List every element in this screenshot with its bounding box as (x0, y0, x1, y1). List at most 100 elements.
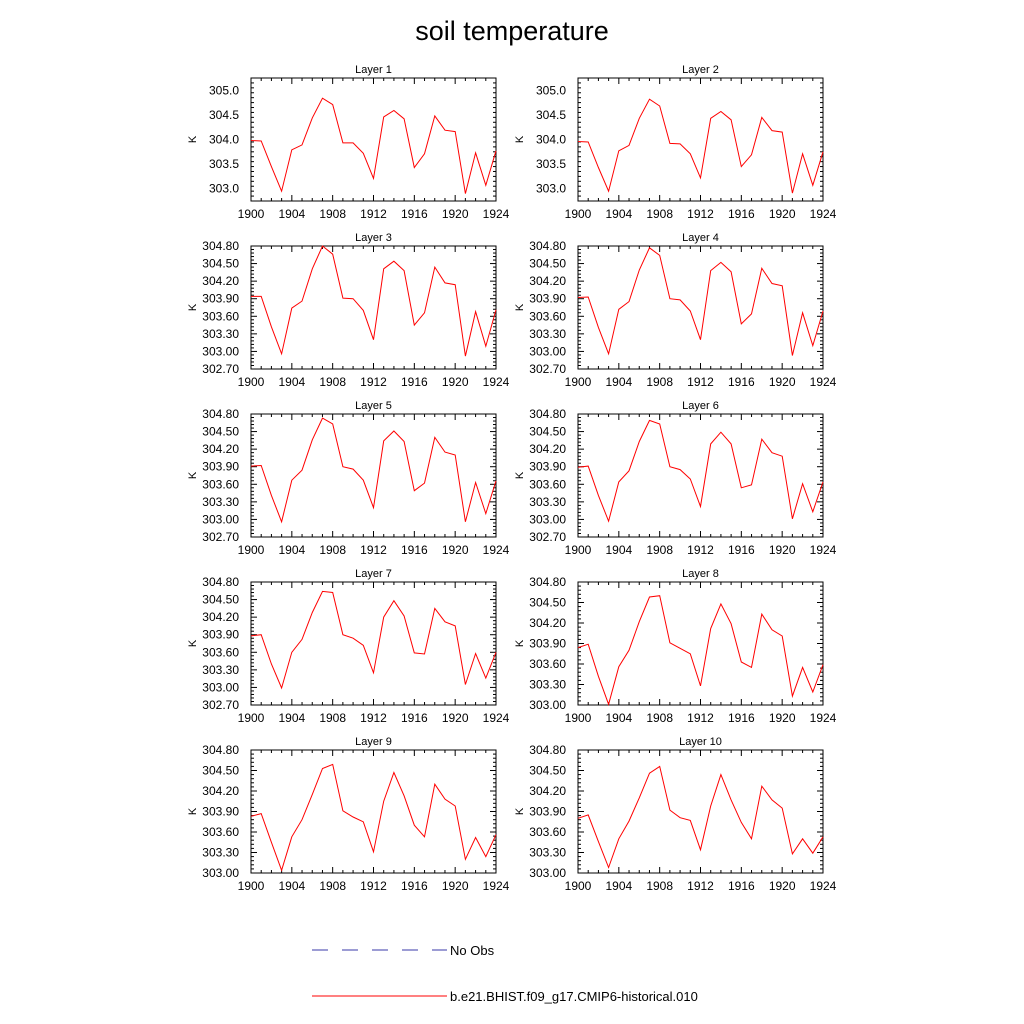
x-tick-label: 1920 (769, 543, 796, 557)
panel-layer-7: Layer 7 K 1900 1904 1908 1912 1916 1920 1924 302.… (187, 568, 510, 725)
panel-layer-5: Layer 5 K 1900 1904 1908 1912 1916 1920 1924 302.… (187, 400, 510, 557)
x-tick-label: 1904 (278, 879, 305, 893)
y-tick-label: 304.50 (529, 257, 566, 271)
x-tick-label: 1900 (565, 207, 592, 221)
y-tick-label: 304.20 (529, 442, 566, 456)
x-tick-label: 1924 (810, 207, 837, 221)
x-tick-label: 1904 (605, 879, 632, 893)
x-tick-label: 1908 (646, 711, 673, 725)
x-tick-label: 1924 (810, 711, 837, 725)
series-line-1 (251, 245, 497, 357)
y-tick-label: 303.00 (202, 680, 239, 694)
y-tick-label: 303.90 (202, 805, 239, 819)
x-tick-label: 1908 (646, 207, 673, 221)
y-tick-label: 303.5 (209, 157, 239, 171)
panel-layer-4: Layer 4 K 1900 1904 1908 1912 1916 1920 1924 302.… (514, 232, 837, 389)
x-tick-label: 1912 (687, 543, 714, 557)
x-tick-label: 1920 (442, 711, 469, 725)
y-tick-label: 302.70 (202, 698, 239, 712)
x-tick-label: 1924 (483, 543, 510, 557)
series-line-1 (250, 590, 497, 690)
y-tick-label: 303.00 (529, 512, 566, 526)
y-tick-label: 303.90 (529, 292, 566, 306)
x-tick-label: 1916 (401, 543, 428, 557)
y-tick-label: 304.0 (209, 133, 239, 147)
y-tick-label: 303.60 (529, 657, 566, 671)
x-tick-label: 1916 (728, 879, 755, 893)
y-tick-label: 303.30 (529, 846, 566, 860)
y-tick-label: 303.00 (529, 698, 566, 712)
x-tick-label: 1920 (442, 375, 469, 389)
plot-frame (577, 77, 824, 202)
series-line-1 (577, 595, 824, 706)
y-tick-label: 304.5 (209, 108, 239, 122)
y-tick-label: 303.00 (202, 512, 239, 526)
y-tick-label: 305.0 (209, 83, 239, 97)
y-tick-label: 304.20 (529, 616, 566, 630)
y-tick-label: 305.0 (536, 83, 566, 97)
x-tick-label: 1900 (238, 879, 265, 893)
y-axis-label: K (187, 807, 199, 815)
x-tick-label: 1912 (687, 711, 714, 725)
y-axis-label: K (187, 135, 199, 143)
x-tick-label: 1900 (238, 711, 265, 725)
legend-no-obs-label: No Obs (450, 943, 495, 958)
y-tick-label: 303.30 (529, 678, 566, 692)
x-tick-label: 1904 (605, 543, 632, 557)
series-line-1 (577, 765, 824, 869)
x-tick-label: 1920 (769, 375, 796, 389)
panel-title: Layer 10 (679, 736, 722, 748)
y-tick-label: 304.80 (202, 239, 239, 253)
x-tick-label: 1908 (646, 375, 673, 389)
y-tick-label: 303.0 (209, 182, 239, 196)
y-tick-label: 304.20 (202, 784, 239, 798)
x-tick-label: 1908 (319, 375, 346, 389)
y-axis-label: K (514, 303, 526, 311)
y-tick-label: 304.50 (202, 257, 239, 271)
series-line-1 (250, 763, 497, 872)
plot-frame (250, 749, 497, 874)
x-tick-label: 1904 (605, 207, 632, 221)
x-tick-label: 1916 (728, 543, 755, 557)
x-tick-label: 1900 (565, 375, 592, 389)
series-line-1 (250, 417, 497, 524)
x-tick-label: 1912 (687, 375, 714, 389)
x-tick-label: 1912 (360, 711, 387, 725)
plot-frame (250, 413, 497, 538)
series-line-1 (577, 419, 824, 523)
panel-title: Layer 5 (355, 400, 392, 412)
x-tick-label: 1924 (483, 207, 510, 221)
x-tick-label: 1924 (483, 375, 510, 389)
y-tick-label: 304.5 (536, 108, 566, 122)
x-tick-label: 1920 (442, 879, 469, 893)
y-tick-label: 304.80 (202, 575, 239, 589)
y-tick-label: 304.80 (529, 407, 566, 421)
x-tick-label: 1904 (605, 375, 632, 389)
x-tick-label: 1908 (319, 879, 346, 893)
plot-frame (250, 581, 497, 706)
legend: No Obs b.e21.BHIST.f09_g17.CMIP6-histori… (312, 943, 698, 1004)
x-tick-label: 1920 (769, 711, 796, 725)
y-tick-label: 303.90 (202, 292, 239, 306)
y-tick-label: 304.20 (202, 610, 239, 624)
y-tick-label: 303.60 (202, 645, 239, 659)
x-tick-label: 1904 (278, 543, 305, 557)
panel-layer-10: Layer 10 K 1900 1904 1908 1912 1916 1920 1924 303… (514, 736, 837, 893)
panel-layer-1: Layer 1 K 1900 1904 1908 1912 1916 1920 1924 303.… (187, 64, 510, 221)
panel-title: Layer 3 (355, 232, 392, 244)
x-tick-label: 1900 (565, 711, 592, 725)
panel-title: Layer 9 (355, 736, 392, 748)
plot-frame (577, 413, 824, 538)
panels-group: Layer 1 K 1900 1904 1908 1912 1916 1920 1924 303.… (187, 64, 837, 893)
x-tick-label: 1908 (646, 879, 673, 893)
x-tick-label: 1912 (360, 375, 387, 389)
plot-frame (250, 77, 497, 202)
x-tick-label: 1908 (319, 711, 346, 725)
y-axis-label: K (187, 639, 199, 647)
y-axis-label: K (514, 807, 526, 815)
y-tick-label: 303.0 (536, 182, 566, 196)
y-tick-label: 303.60 (529, 477, 566, 491)
y-tick-label: 304.80 (529, 239, 566, 253)
x-tick-label: 1924 (810, 543, 837, 557)
y-tick-label: 303.90 (202, 460, 239, 474)
